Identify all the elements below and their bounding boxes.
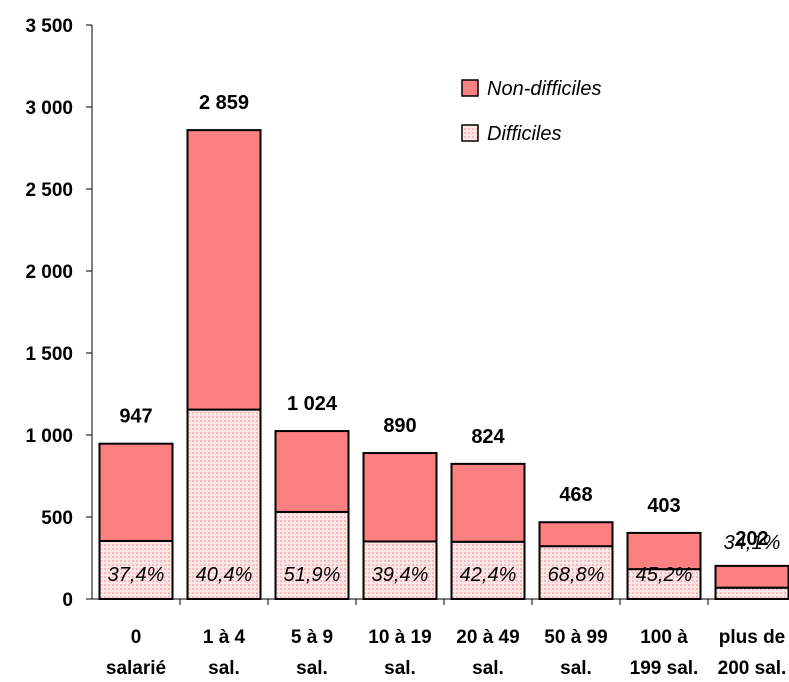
y-tick-label: 3 000 — [25, 98, 73, 119]
total-label: 403 — [647, 495, 680, 517]
legend: Non-difficiles Difficiles — [461, 78, 601, 145]
bar-non-difficiles — [714, 564, 789, 589]
y-tick-label: 1 500 — [25, 344, 73, 365]
legend-swatch — [461, 124, 479, 142]
percent-label: 34,1% — [724, 532, 781, 554]
legend-label: Difficiles — [487, 123, 561, 145]
bars — [98, 129, 789, 601]
bar-difficiles — [98, 539, 174, 600]
x-tick-label: sal. — [560, 658, 592, 679]
bar-non-difficiles — [98, 442, 174, 542]
y-tick-label: 2 000 — [25, 262, 73, 283]
x-tick-label: 20 à 49 — [456, 627, 519, 648]
x-tick-label: 200 sal. — [718, 658, 787, 679]
y-tick-label: 2 500 — [25, 180, 73, 201]
y-tick-label: 500 — [41, 508, 73, 529]
legend-swatch — [461, 79, 479, 97]
bar-difficiles — [538, 545, 614, 601]
x-tick-label: 50 à 99 — [544, 627, 607, 648]
bar-difficiles — [186, 408, 262, 600]
bar-non-difficiles — [538, 521, 614, 548]
total-label: 824 — [471, 426, 505, 448]
percent-label: 68,8% — [548, 564, 605, 586]
x-axis: 0 salarié 1 à 4 sal. 5 à 9 sal. 10 à 19 sal. 20 … — [92, 598, 789, 679]
total-label: 890 — [383, 415, 416, 437]
y-tick-label: 3 500 — [25, 16, 73, 37]
bar-difficiles — [274, 510, 350, 600]
x-tick-label: 1 à 4 — [203, 627, 246, 648]
x-tick-label: sal. — [384, 658, 416, 679]
y-axis: 0 500 1 000 1 500 2 000 2 500 3 000 3 500 — [25, 16, 93, 611]
total-label: 1 024 — [287, 393, 338, 415]
bar-non-difficiles — [626, 531, 702, 571]
bar-non-difficiles — [186, 129, 262, 411]
total-label: 202 — [735, 528, 768, 550]
total-label: 947 — [119, 406, 152, 428]
percent-label: 40,4% — [196, 564, 253, 586]
total-label: 2 859 — [199, 92, 249, 114]
y-tick-label: 0 — [62, 590, 73, 611]
x-tick-label: 0 — [131, 627, 142, 648]
x-tick-label: 100 à — [640, 627, 688, 648]
bar-non-difficiles — [274, 430, 350, 513]
x-tick-label: 5 à 9 — [291, 627, 333, 648]
total-label: 468 — [559, 484, 592, 506]
bar-difficiles — [714, 586, 789, 601]
x-tick-label: sal. — [472, 658, 504, 679]
x-tick-label: sal. — [208, 658, 240, 679]
bar-difficiles — [450, 540, 526, 600]
bar-difficiles — [362, 540, 438, 600]
bar-non-difficiles — [450, 462, 526, 543]
percent-label: 37,4% — [108, 564, 165, 586]
bar-non-difficiles — [362, 452, 438, 543]
x-tick-label: sal. — [296, 658, 328, 679]
x-tick-label: 10 à 19 — [368, 627, 431, 648]
percent-label: 39,4% — [372, 564, 429, 586]
percent-label: 51,9% — [284, 564, 341, 586]
x-tick-label: plus de — [719, 627, 786, 648]
y-tick-label: 1 000 — [25, 426, 73, 447]
percent-label: 42,4% — [460, 564, 517, 586]
percent-label: 45,2% — [636, 564, 693, 586]
x-tick-label: salarié — [106, 658, 166, 679]
x-tick-label: 199 sal. — [630, 658, 699, 679]
legend-label: Non-difficiles — [487, 78, 601, 100]
data-labels: 947 37,4% 2 859 40,4% 1 024 51,9% 890 39,4% 824 4… — [108, 92, 781, 586]
